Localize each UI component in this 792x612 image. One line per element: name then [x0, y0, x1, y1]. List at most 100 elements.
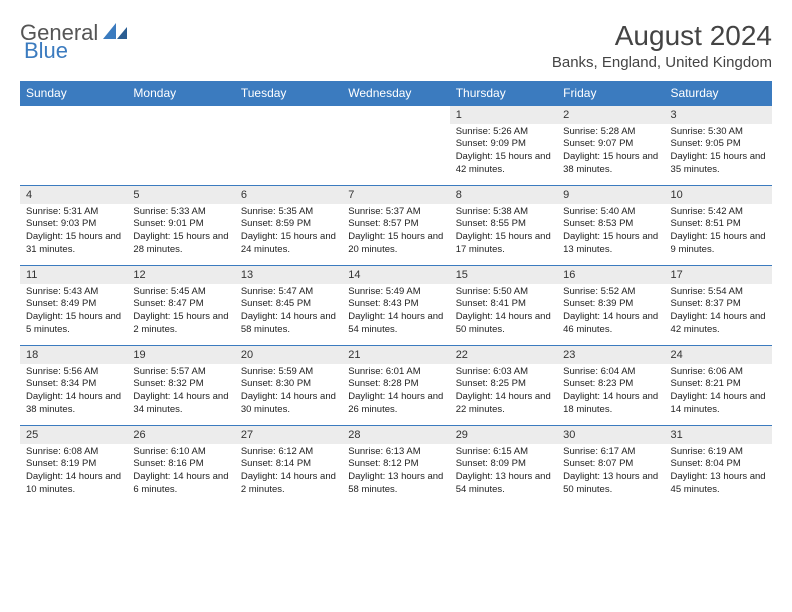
daylight-line: Daylight: 14 hours and 22 minutes. — [456, 391, 551, 417]
day-detail-cell: Sunrise: 5:33 AMSunset: 9:01 PMDaylight:… — [127, 204, 234, 266]
daylight-line: Daylight: 15 hours and 24 minutes. — [241, 231, 336, 257]
day-detail-cell: Sunrise: 6:03 AMSunset: 8:25 PMDaylight:… — [450, 364, 557, 426]
day-detail-cell: Sunrise: 6:01 AMSunset: 8:28 PMDaylight:… — [342, 364, 449, 426]
day-detail-cell: Sunrise: 6:12 AMSunset: 8:14 PMDaylight:… — [235, 444, 342, 506]
month-title: August 2024 — [552, 20, 772, 52]
sunset-line: Sunset: 8:59 PM — [241, 218, 336, 231]
daylight-line: Daylight: 14 hours and 10 minutes. — [26, 471, 121, 497]
daynum-row: 25262728293031 — [20, 426, 772, 444]
day-header: Friday — [557, 81, 664, 106]
logo-text-blue: Blue — [24, 38, 68, 64]
day-number-cell: 27 — [235, 426, 342, 444]
day-number-cell: 4 — [20, 186, 127, 204]
day-number-cell: 8 — [450, 186, 557, 204]
day-detail-cell: Sunrise: 5:45 AMSunset: 8:47 PMDaylight:… — [127, 284, 234, 346]
detail-row: Sunrise: 5:43 AMSunset: 8:49 PM Daylight:… — [20, 284, 772, 346]
sunrise-line: Sunrise: 6:10 AM — [133, 446, 228, 459]
sunset-line: Sunset: 8:51 PM — [671, 218, 766, 231]
sunrise-line: Sunrise: 5:33 AM — [133, 206, 228, 219]
day-detail-cell: Sunrise: 5:52 AMSunset: 8:39 PMDaylight:… — [557, 284, 664, 346]
sunrise-line: Sunrise: 5:45 AM — [133, 286, 228, 299]
sunrise-line: Sunrise: 6:19 AM — [671, 446, 766, 459]
daylight-line: Daylight: 13 hours and 58 minutes. — [348, 471, 443, 497]
day-number-cell: 30 — [557, 426, 664, 444]
day-number-cell: 13 — [235, 266, 342, 284]
day-number-cell: 22 — [450, 346, 557, 364]
day-number-cell: 21 — [342, 346, 449, 364]
daylight-line: Daylight: 15 hours and 20 minutes. — [348, 231, 443, 257]
sunset-line: Sunset: 8:57 PM — [348, 218, 443, 231]
sunrise-line: Sunrise: 5:28 AM — [563, 126, 658, 139]
day-detail-cell: Sunrise: 6:10 AMSunset: 8:16 PMDaylight:… — [127, 444, 234, 506]
sunrise-line: Sunrise: 5:49 AM — [348, 286, 443, 299]
day-header: Thursday — [450, 81, 557, 106]
sunrise-line: Sunrise: 5:35 AM — [241, 206, 336, 219]
sunset-line: Sunset: 8:21 PM — [671, 378, 766, 391]
day-detail-cell: Sunrise: 5:31 AMSunset: 9:03 PMDaylight:… — [20, 204, 127, 266]
day-detail-cell: Sunrise: 6:04 AMSunset: 8:23 PMDaylight:… — [557, 364, 664, 426]
sunset-line: Sunset: 8:04 PM — [671, 458, 766, 471]
day-detail-cell: Sunrise: 5:59 AMSunset: 8:30 PMDaylight:… — [235, 364, 342, 426]
sunrise-line: Sunrise: 5:47 AM — [241, 286, 336, 299]
day-detail-cell: Sunrise: 5:47 AMSunset: 8:45 PMDaylight:… — [235, 284, 342, 346]
logo-blue-wrap: Blue — [24, 38, 68, 64]
day-number-cell: 24 — [665, 346, 772, 364]
day-number-cell: 18 — [20, 346, 127, 364]
sunrise-line: Sunrise: 5:31 AM — [26, 206, 121, 219]
day-detail-cell: Sunrise: 5:49 AMSunset: 8:43 PMDaylight:… — [342, 284, 449, 346]
sunset-line: Sunset: 8:43 PM — [348, 298, 443, 311]
day-number-cell: 10 — [665, 186, 772, 204]
sunset-line: Sunset: 8:41 PM — [456, 298, 551, 311]
sunrise-line: Sunrise: 5:38 AM — [456, 206, 551, 219]
day-detail-cell: Sunrise: 6:13 AMSunset: 8:12 PMDaylight:… — [342, 444, 449, 506]
daylight-line: Daylight: 14 hours and 46 minutes. — [563, 311, 658, 337]
sunset-line: Sunset: 8:23 PM — [563, 378, 658, 391]
sunrise-line: Sunrise: 5:52 AM — [563, 286, 658, 299]
day-number-cell: 6 — [235, 186, 342, 204]
daynum-row: 123 — [20, 106, 772, 124]
day-number-cell: 14 — [342, 266, 449, 284]
day-number-cell: 3 — [665, 106, 772, 124]
day-detail-cell: Sunrise: 6:17 AMSunset: 8:07 PMDaylight:… — [557, 444, 664, 506]
day-detail-cell: Sunrise: 5:35 AMSunset: 8:59 PMDaylight:… — [235, 204, 342, 266]
day-number-cell: 7 — [342, 186, 449, 204]
daylight-line: Daylight: 13 hours and 54 minutes. — [456, 471, 551, 497]
daylight-line: Daylight: 14 hours and 34 minutes. — [133, 391, 228, 417]
day-detail-cell: Sunrise: 5:54 AMSunset: 8:37 PMDaylight:… — [665, 284, 772, 346]
detail-row: Sunrise: 5:31 AMSunset: 9:03 PMDaylight:… — [20, 204, 772, 266]
day-number-cell: 20 — [235, 346, 342, 364]
day-number-cell — [235, 106, 342, 124]
daylight-line: Daylight: 15 hours and 9 minutes. — [671, 231, 766, 257]
day-detail-cell: Sunrise: 5:37 AMSunset: 8:57 PMDaylight:… — [342, 204, 449, 266]
daynum-row: 11121314151617 — [20, 266, 772, 284]
day-number-cell: 9 — [557, 186, 664, 204]
day-detail-cell: Sunrise: 5:40 AMSunset: 8:53 PMDaylight:… — [557, 204, 664, 266]
daylight-line: Daylight: 14 hours and 58 minutes. — [241, 311, 336, 337]
sunset-line: Sunset: 9:05 PM — [671, 138, 766, 151]
sunset-line: Sunset: 8:34 PM — [26, 378, 121, 391]
day-detail-cell — [235, 124, 342, 186]
sunset-line: Sunset: 8:49 PM — [26, 298, 121, 311]
daylight-line: Daylight: 15 hours and 28 minutes. — [133, 231, 228, 257]
sunrise-line: Sunrise: 6:15 AM — [456, 446, 551, 459]
daylight-line: Daylight: 14 hours and 2 minutes. — [241, 471, 336, 497]
day-number-cell: 29 — [450, 426, 557, 444]
day-detail-cell: Sunrise: 5:43 AMSunset: 8:49 PMDaylight:… — [20, 284, 127, 346]
day-detail-cell: Sunrise: 5:26 AMSunset: 9:09 PMDaylight:… — [450, 124, 557, 186]
daylight-line: Daylight: 14 hours and 14 minutes. — [671, 391, 766, 417]
day-number-cell: 12 — [127, 266, 234, 284]
detail-row: Sunrise: 5:56 AMSunset: 8:34 PMDaylight:… — [20, 364, 772, 426]
day-header: Monday — [127, 81, 234, 106]
sunrise-line: Sunrise: 6:04 AM — [563, 366, 658, 379]
daylight-line: Daylight: 13 hours and 45 minutes. — [671, 471, 766, 497]
sunset-line: Sunset: 9:07 PM — [563, 138, 658, 151]
sunrise-line: Sunrise: 6:03 AM — [456, 366, 551, 379]
day-number-cell: 5 — [127, 186, 234, 204]
day-detail-cell: Sunrise: 6:06 AMSunset: 8:21 PMDaylight:… — [665, 364, 772, 426]
sunrise-line: Sunrise: 5:30 AM — [671, 126, 766, 139]
day-detail-cell — [342, 124, 449, 186]
sunset-line: Sunset: 8:37 PM — [671, 298, 766, 311]
sunrise-line: Sunrise: 5:43 AM — [26, 286, 121, 299]
sunrise-line: Sunrise: 5:54 AM — [671, 286, 766, 299]
daynum-row: 18192021222324 — [20, 346, 772, 364]
